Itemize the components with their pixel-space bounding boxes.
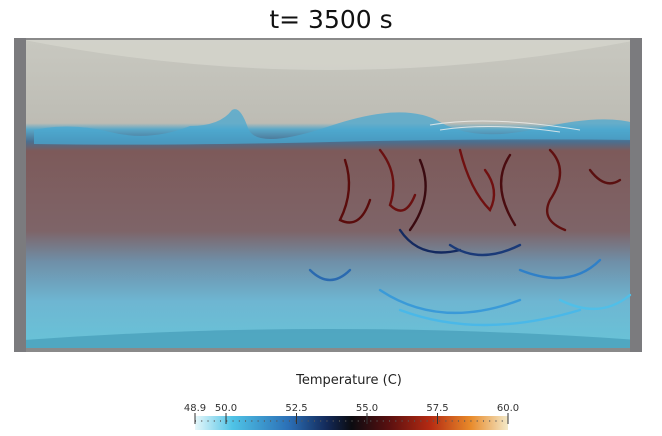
tick-label: 60.0 <box>497 403 519 414</box>
colorbar: 48.9 50.0 52.5 55.0 57.5 60.0 <box>184 403 519 430</box>
streamlines <box>308 148 632 327</box>
tick-label: 55.0 <box>356 403 378 414</box>
simulation-render <box>14 38 642 352</box>
colorbar-label: Temperature (C) <box>295 373 402 388</box>
tick-label: 52.5 <box>285 403 307 414</box>
tick-label: 50.0 <box>215 403 237 414</box>
tick-label: 57.5 <box>426 403 448 414</box>
tick-label: 48.9 <box>184 403 206 414</box>
title: t= 3500 s <box>269 5 392 34</box>
minor-ticks <box>195 416 508 422</box>
